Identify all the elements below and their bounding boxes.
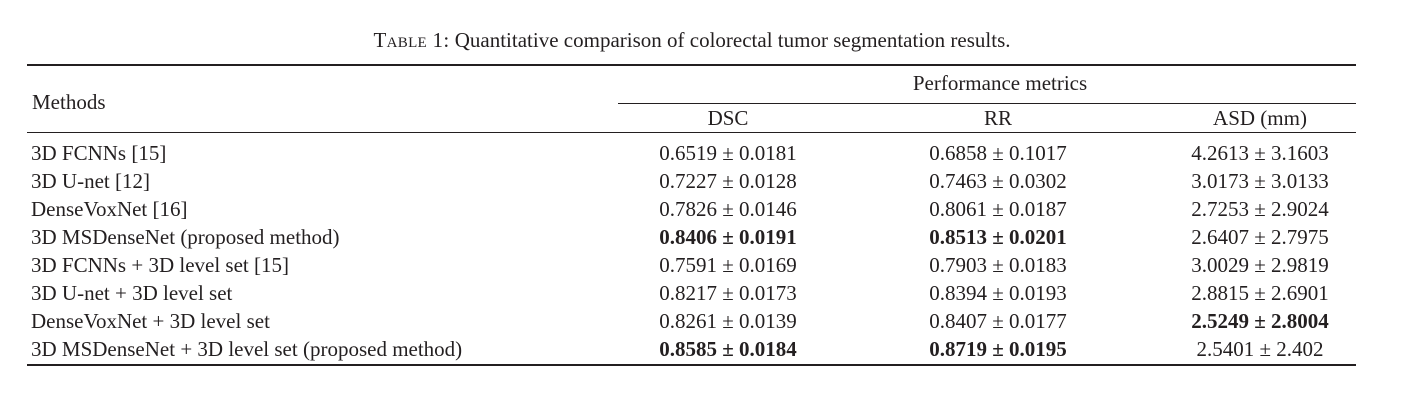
dsc-cell: 0.6519 ± 0.0181: [659, 141, 797, 165]
table-row: 3D FCNNs + 3D level set [15] 0.7591 ± 0.0…: [0, 251, 1426, 279]
table-row: 3D MSDenseNet (proposed method) 0.8406 ± …: [0, 223, 1426, 251]
table-row: 3D U-net + 3D level set 0.8217 ± 0.0173 0.…: [0, 279, 1426, 307]
table-bottom-rule: [27, 364, 1356, 366]
asd-cell: 2.5249 ± 2.8004: [1191, 309, 1329, 333]
table-caption-text: Quantitative comparison of colorectal tu…: [449, 28, 1011, 52]
table-row: DenseVoxNet + 3D level set 0.8261 ± 0.013…: [0, 307, 1426, 335]
table-caption-label: Table 1:: [373, 28, 450, 52]
asd-cell: 2.5401 ± 2.402: [1196, 337, 1324, 361]
method-cell: DenseVoxNet + 3D level set: [31, 309, 270, 333]
method-cell: 3D FCNNs [15]: [31, 141, 167, 165]
method-cell: 3D U-net + 3D level set: [31, 281, 233, 305]
table-row: DenseVoxNet [16] 0.7826 ± 0.0146 0.8061 ± …: [0, 195, 1426, 223]
method-cell: 3D MSDenseNet (proposed method): [31, 225, 340, 249]
asd-cell: 2.7253 ± 2.9024: [1191, 197, 1329, 221]
asd-cell: 3.0173 ± 3.0133: [1191, 169, 1329, 193]
table-row: 3D U-net [12] 0.7227 ± 0.0128 0.7463 ± 0.0…: [0, 167, 1426, 195]
table-header-rule: [27, 132, 1356, 134]
dsc-cell: 0.8261 ± 0.0139: [659, 309, 797, 333]
dsc-cell: 0.8406 ± 0.0191: [659, 225, 797, 249]
method-cell: 3D FCNNs + 3D level set [15]: [31, 253, 289, 277]
dsc-cell: 0.7826 ± 0.0146: [659, 197, 797, 221]
table-row: 3D FCNNs [15] 0.6519 ± 0.0181 0.6858 ± 0.1…: [0, 139, 1426, 167]
table-top-rule: [27, 64, 1356, 66]
column-header-dsc: DSC: [707, 106, 749, 130]
dsc-cell: 0.7591 ± 0.0169: [659, 253, 797, 277]
rr-cell: 0.8513 ± 0.0201: [929, 225, 1067, 249]
methods-header: Methods: [32, 90, 106, 114]
dsc-cell: 0.7227 ± 0.0128: [659, 169, 797, 193]
asd-cell: 2.6407 ± 2.7975: [1191, 225, 1329, 249]
method-cell: DenseVoxNet [16]: [31, 197, 188, 221]
dsc-cell: 0.8585 ± 0.0184: [659, 337, 797, 361]
rr-cell: 0.7903 ± 0.0183: [929, 253, 1067, 277]
metrics-group-rule: [618, 103, 1356, 105]
table-row: 3D MSDenseNet + 3D level set (proposed m…: [0, 335, 1426, 363]
rr-cell: 0.8407 ± 0.0177: [929, 309, 1067, 333]
performance-metrics-header: Performance metrics: [912, 71, 1088, 95]
method-cell: 3D U-net [12]: [31, 169, 150, 193]
rr-cell: 0.6858 ± 0.1017: [929, 141, 1067, 165]
rr-cell: 0.8719 ± 0.0195: [929, 337, 1067, 361]
rr-cell: 0.7463 ± 0.0302: [929, 169, 1067, 193]
dsc-cell: 0.8217 ± 0.0173: [659, 281, 797, 305]
rr-cell: 0.8061 ± 0.0187: [929, 197, 1067, 221]
method-cell: 3D MSDenseNet + 3D level set (proposed m…: [31, 337, 463, 361]
column-header-asd: ASD (mm): [1213, 106, 1307, 130]
asd-cell: 4.2613 ± 3.1603: [1191, 141, 1329, 165]
table-caption: Table 1: Quantitative comparison of colo…: [0, 27, 1384, 53]
asd-cell: 3.0029 ± 2.9819: [1191, 253, 1329, 277]
column-header-rr: RR: [983, 106, 1012, 130]
rr-cell: 0.8394 ± 0.0193: [929, 281, 1067, 305]
asd-cell: 2.8815 ± 2.6901: [1191, 281, 1329, 305]
